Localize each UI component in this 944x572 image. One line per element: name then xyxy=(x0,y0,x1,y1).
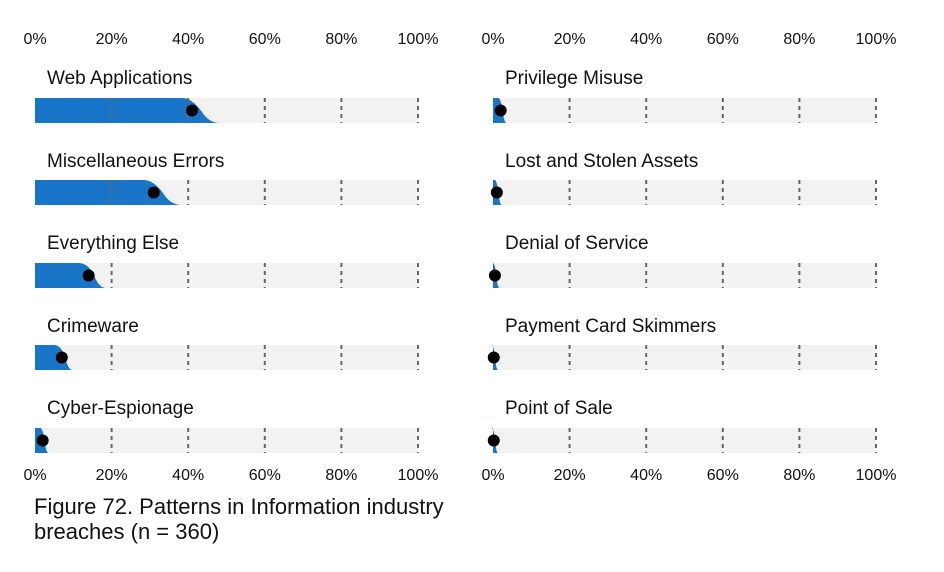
x-tick-label-top: 0% xyxy=(481,31,504,48)
x-tick-label-top: 40% xyxy=(630,31,662,48)
x-tick-label-top: 60% xyxy=(707,31,739,48)
x-tick-label-top: 100% xyxy=(856,31,897,48)
category-label: Cyber-Espionage xyxy=(47,398,194,419)
data-point xyxy=(490,186,503,199)
bar-track xyxy=(35,345,418,370)
data-point xyxy=(186,104,199,117)
x-tick-label-bottom: 20% xyxy=(554,467,586,484)
bar-row: Miscellaneous Errors xyxy=(35,151,419,205)
data-point xyxy=(36,434,49,447)
bar-row: Cyber-Espionage xyxy=(35,398,419,453)
bar-track xyxy=(493,180,876,205)
x-tick-label-top: 40% xyxy=(172,31,204,48)
x-tick-label-top: 0% xyxy=(23,31,46,48)
category-label: Everything Else xyxy=(47,233,179,254)
bar-track xyxy=(35,428,418,453)
bar-fill xyxy=(35,345,73,370)
chart-panel-1: 0% 0% 20% 20% 40% 40% 60% 60% 80% 80% 100% 100% Web … xyxy=(23,31,438,484)
x-tick-label-bottom: 80% xyxy=(783,467,815,484)
data-point xyxy=(82,269,95,282)
bar-fill xyxy=(35,180,182,205)
x-tick-label-bottom: 60% xyxy=(707,467,739,484)
x-tick-label-bottom: 0% xyxy=(481,467,504,484)
bar-row: Everything Else xyxy=(35,233,419,288)
category-label: Payment Card Skimmers xyxy=(505,316,716,337)
data-point xyxy=(494,104,507,117)
x-tick-label-top: 100% xyxy=(398,31,439,48)
bar-track xyxy=(493,263,876,288)
bar-row: Point of Sale xyxy=(487,398,877,453)
bar-track xyxy=(493,345,876,370)
bar-track xyxy=(493,98,876,123)
bar-track xyxy=(35,263,418,288)
x-tick-label-bottom: 40% xyxy=(630,467,662,484)
data-point xyxy=(55,351,68,364)
x-tick-label-bottom: 80% xyxy=(325,467,357,484)
bar-row: Crimeware xyxy=(35,316,419,370)
data-point xyxy=(487,434,500,447)
x-tick-label-bottom: 100% xyxy=(856,467,897,484)
category-label: Web Applications xyxy=(47,68,192,89)
category-label: Crimeware xyxy=(47,316,139,337)
bar-row: Denial of Service xyxy=(488,233,877,288)
data-point xyxy=(487,351,500,364)
data-point xyxy=(147,186,160,199)
bar-fill xyxy=(35,263,107,288)
x-tick-label-bottom: 100% xyxy=(398,467,439,484)
x-tick-label-top: 20% xyxy=(554,31,586,48)
x-tick-label-bottom: 0% xyxy=(23,467,46,484)
bar-fill xyxy=(35,98,221,123)
x-tick-label-top: 60% xyxy=(249,31,281,48)
category-label: Miscellaneous Errors xyxy=(47,151,224,172)
bar-row: Privilege Misuse xyxy=(493,68,877,123)
x-tick-label-bottom: 20% xyxy=(96,467,128,484)
x-tick-label-bottom: 40% xyxy=(172,467,204,484)
category-label: Point of Sale xyxy=(505,398,613,419)
x-tick-label-bottom: 60% xyxy=(249,467,281,484)
category-label: Lost and Stolen Assets xyxy=(505,151,698,172)
category-label: Privilege Misuse xyxy=(505,68,643,89)
bar-row: Payment Card Skimmers xyxy=(487,316,877,370)
bar-track xyxy=(493,428,876,453)
x-tick-label-top: 20% xyxy=(96,31,128,48)
x-tick-label-top: 80% xyxy=(783,31,815,48)
bar-row: Web Applications xyxy=(35,68,419,123)
bar-row: Lost and Stolen Assets xyxy=(490,151,877,205)
chart-panel-2: 0% 0% 20% 20% 40% 40% 60% 60% 80% 80% 100% 100% Priv… xyxy=(481,31,896,484)
data-point xyxy=(488,269,501,282)
x-tick-label-top: 80% xyxy=(325,31,357,48)
category-label: Denial of Service xyxy=(505,233,649,254)
figure-caption: Figure 72. Patterns in Information indus… xyxy=(34,494,444,544)
chart-svg: 0% 0% 20% 20% 40% 40% 60% 60% 80% 80% 100% 100% Web … xyxy=(23,31,896,484)
